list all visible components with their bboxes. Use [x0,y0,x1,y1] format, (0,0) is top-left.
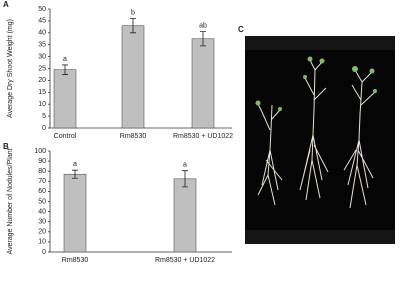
y-tick-label: 50 [38,6,46,13]
y-tick-label: 30 [38,53,46,60]
x-tick-label: Rm8530 + UD1022 [155,257,215,264]
y-tick-label: 100 [34,148,46,155]
y-axis-label: Average Number of Nodules/Plant [7,148,14,254]
y-tick-label: 10 [38,239,46,246]
y-tick-label: 80 [38,168,46,175]
bar [191,38,215,129]
y-tick-label: 15 [38,89,46,96]
y-tick-label: 35 [38,42,46,49]
x-tick-label: Rm8530 + UD1022 [173,133,233,140]
x-tick-label: Rm8530 [120,133,147,140]
y-tick-label: 70 [38,178,46,185]
y-tick-label: 0 [42,249,46,256]
value-label: b [131,9,135,16]
bar [173,178,197,253]
y-tick-label: 20 [38,77,46,84]
error-bar [200,31,206,47]
error-bar [182,170,188,188]
y-tick-label: 0 [42,125,46,132]
bar [121,25,145,129]
panel-label: B [3,142,9,151]
value-label: a [183,162,187,169]
value-label: ab [199,22,207,29]
error-bar [62,64,68,75]
bar [53,69,77,129]
value-label: a [73,161,77,168]
y-tick-label: 20 [38,229,46,236]
error-bar [130,18,136,34]
y-tick-label: 45 [38,18,46,25]
y-tick-label: 40 [38,208,46,215]
bar [63,173,87,253]
y-tick-label: 10 [38,101,46,108]
y-tick-label: 90 [38,158,46,165]
y-axis-label: Average Dry Shoot Weight (mg) [7,19,14,118]
y-tick-label: 60 [38,188,46,195]
y-tick-label: 40 [38,30,46,37]
y-tick-label: 50 [38,198,46,205]
panel-label: C [238,25,244,34]
photo [245,36,395,244]
panel-label: A [3,0,9,9]
x-tick-label: Rm8530 [62,257,89,264]
y-tick-label: 5 [42,113,46,120]
error-bar [72,169,78,179]
y-tick-label: 30 [38,219,46,226]
value-label: a [63,56,67,63]
x-tick-label: Control [54,133,77,140]
y-tick-label: 25 [38,65,46,72]
